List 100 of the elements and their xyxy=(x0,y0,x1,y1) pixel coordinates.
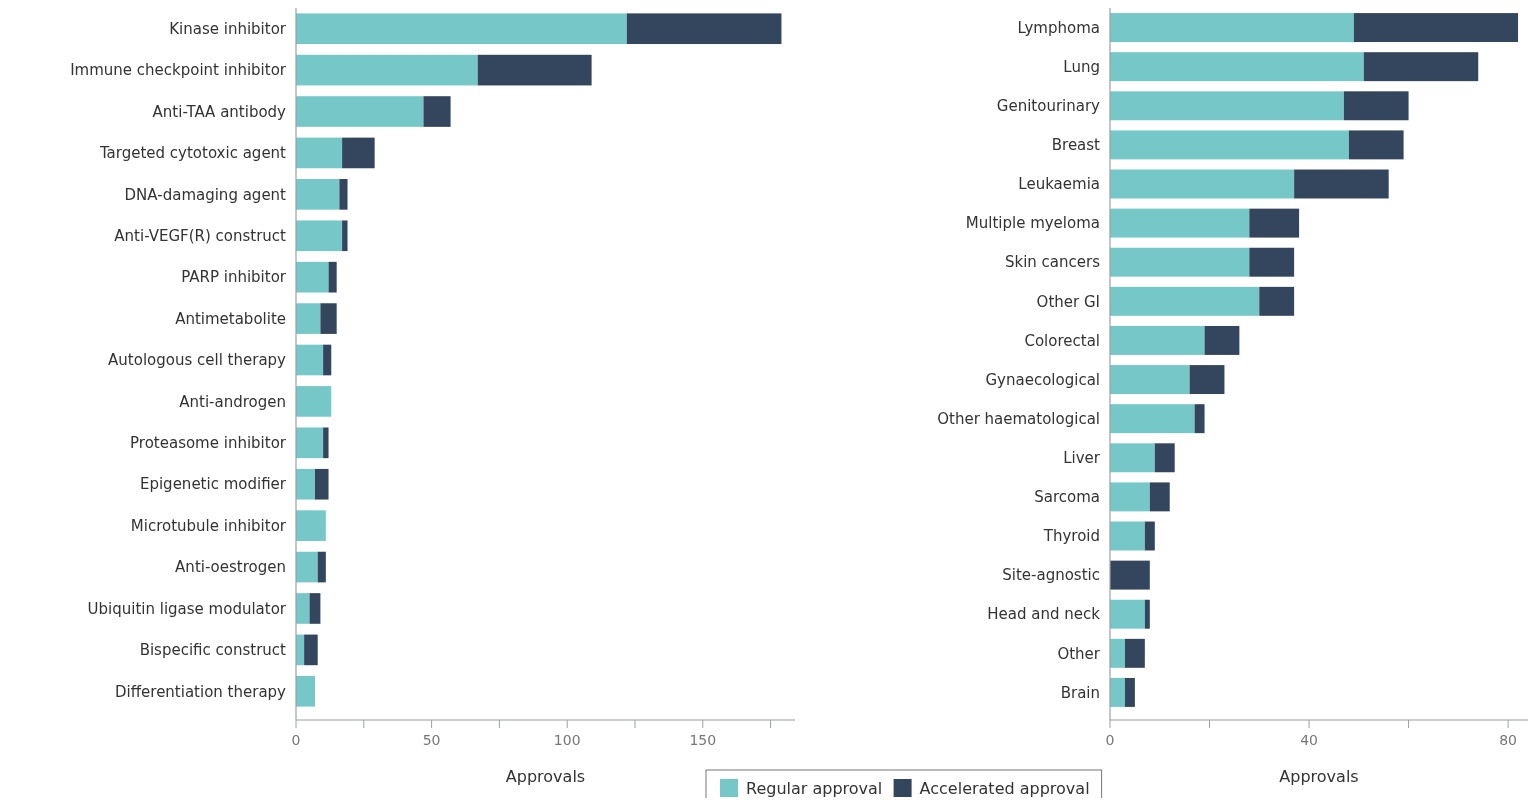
bar xyxy=(296,551,318,583)
bar xyxy=(1363,52,1479,82)
bar xyxy=(1194,404,1205,434)
y-tick-label: Bispecific construct xyxy=(139,641,287,660)
y-tick-label: Head and neck xyxy=(987,605,1101,624)
x-tick-label: 0 xyxy=(1105,732,1115,748)
bar xyxy=(296,54,478,86)
bar xyxy=(320,303,337,334)
x-tick-label: 40 xyxy=(1300,732,1318,748)
bar xyxy=(1110,482,1150,512)
bar xyxy=(296,13,627,45)
bar xyxy=(1294,169,1389,199)
y-tick-label: Antimetabolite xyxy=(175,309,286,328)
bar xyxy=(317,551,326,583)
bar xyxy=(296,675,315,707)
bar xyxy=(1149,482,1170,512)
bar xyxy=(626,13,782,45)
x-tick-label: 50 xyxy=(422,732,441,748)
bar xyxy=(342,220,348,252)
bar xyxy=(1249,247,1295,277)
y-tick-label: Anti-oestrogen xyxy=(175,558,286,577)
x-tick-label: 80 xyxy=(1499,732,1518,748)
y-tick-label: Genitourinary xyxy=(996,97,1101,116)
bar xyxy=(296,510,326,541)
bar xyxy=(1124,677,1135,707)
bar xyxy=(1259,286,1295,316)
bar xyxy=(1154,443,1175,473)
y-tick-label: Brain xyxy=(1060,683,1100,702)
y-tick-label: DNA-damaging agent xyxy=(124,185,287,204)
bar xyxy=(1110,365,1190,395)
y-tick-label: Immune checkpoint inhibitor xyxy=(70,61,287,80)
bar xyxy=(296,344,324,376)
x-axis-title: Approvals xyxy=(1279,767,1359,786)
x-tick-label: 100 xyxy=(553,732,581,748)
bar xyxy=(1110,325,1205,355)
x-tick-label: 0 xyxy=(291,732,301,748)
bar xyxy=(339,179,348,210)
y-tick-label: Colorectal xyxy=(1024,331,1100,350)
y-tick-label: Other xyxy=(1057,644,1101,663)
bar xyxy=(477,54,592,86)
bar xyxy=(1110,286,1260,316)
y-tick-label: Anti-VEGF(R) construct xyxy=(114,227,287,246)
y-tick-label: Lung xyxy=(1063,57,1100,76)
bar xyxy=(1110,247,1250,277)
bar xyxy=(1110,130,1349,160)
bar xyxy=(1110,169,1295,199)
bar xyxy=(1343,91,1409,121)
bar xyxy=(1110,404,1195,434)
y-tick-label: Thyroid xyxy=(1042,527,1100,546)
bar xyxy=(1110,208,1250,238)
y-tick-label: Microtubule inhibitor xyxy=(130,516,287,535)
bar xyxy=(296,468,315,500)
y-tick-label: Leukaemia xyxy=(1018,175,1100,194)
y-tick-label: Other GI xyxy=(1036,292,1100,311)
bar xyxy=(423,96,451,127)
bar xyxy=(304,634,318,666)
bar xyxy=(1124,638,1145,668)
y-tick-label: Anti-TAA antibody xyxy=(152,102,287,121)
bar xyxy=(296,137,343,169)
bar xyxy=(342,137,375,169)
bar xyxy=(1348,130,1404,160)
bar xyxy=(1110,52,1364,82)
bar xyxy=(314,468,329,500)
bar xyxy=(1353,13,1519,43)
y-tick-label: Epigenetic modifier xyxy=(139,475,287,494)
bar xyxy=(1249,208,1300,238)
x-axis-title: Approvals xyxy=(505,767,586,786)
bar xyxy=(1110,13,1354,43)
bar xyxy=(296,96,424,127)
bar xyxy=(323,344,332,376)
y-tick-label: Targeted cytotoxic agent xyxy=(98,144,287,163)
legend-label: Regular approval xyxy=(746,778,883,798)
bar xyxy=(1110,443,1155,473)
bar xyxy=(1110,521,1145,551)
y-tick-label: PARP inhibitor xyxy=(181,268,287,287)
bar xyxy=(296,386,332,417)
y-tick-label: Other haematological xyxy=(937,409,1100,428)
bar xyxy=(296,179,340,210)
y-tick-label: Proteasome inhibitor xyxy=(130,434,287,453)
bar xyxy=(328,261,337,293)
bar xyxy=(1110,560,1150,590)
y-tick-label: Multiple myeloma xyxy=(965,214,1100,233)
bar xyxy=(296,427,324,459)
bar xyxy=(1110,638,1125,668)
bar xyxy=(309,593,321,624)
bar xyxy=(296,593,310,624)
y-tick-label: Site-agnostic xyxy=(1002,566,1100,585)
bar xyxy=(1144,599,1150,629)
y-tick-label: Ubiquitin ligase modulator xyxy=(87,599,287,618)
bar xyxy=(1204,325,1240,355)
bar xyxy=(323,427,329,459)
y-tick-label: Anti-androgen xyxy=(179,392,286,411)
x-tick-label: 150 xyxy=(689,732,717,748)
bar xyxy=(1144,521,1155,551)
y-tick-label: Autologous cell therapy xyxy=(108,351,287,370)
y-tick-label: Gynaecological xyxy=(985,370,1100,389)
bar xyxy=(1110,599,1145,629)
y-tick-label: Liver xyxy=(1063,449,1101,468)
y-tick-label: Kinase inhibitor xyxy=(169,19,287,38)
y-tick-label: Skin cancers xyxy=(1004,253,1101,272)
